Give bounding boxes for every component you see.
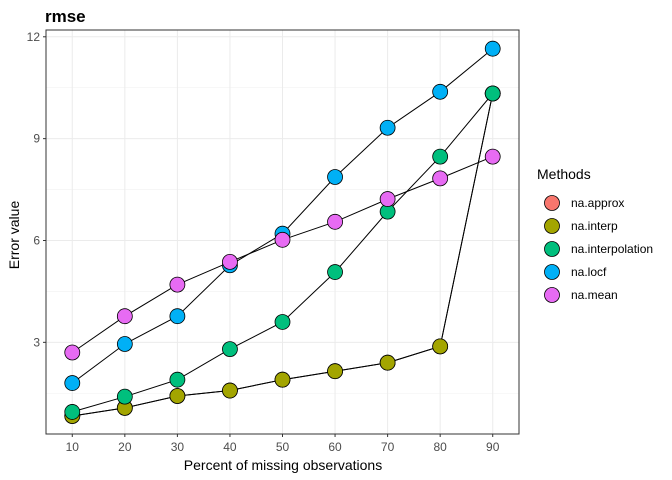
x-tick-label: 90 (486, 440, 500, 454)
data-point-na-locf (327, 169, 343, 185)
x-tick-label: 30 (171, 440, 185, 454)
y-tick-label: 9 (33, 132, 40, 146)
x-tick-label: 50 (276, 440, 290, 454)
data-point-na-locf (169, 308, 186, 325)
data-point-na-interpolation (64, 404, 81, 420)
data-point-na-mean (116, 308, 133, 325)
legend-key-na-interpolation (544, 241, 560, 257)
legend-key-na-interp (544, 218, 560, 234)
legend-title: Methods (537, 166, 591, 182)
data-point-na-mean (484, 148, 501, 165)
data-point-na-interp (379, 354, 396, 371)
legend: Methods na.approx na.interp na.interpolati… (537, 166, 653, 303)
series-layer (45, 29, 520, 435)
data-point-na-locf (116, 336, 133, 352)
legend-key-na-locf (544, 264, 560, 280)
x-axis: 10 20 30 40 50 60 70 80 90 (66, 434, 500, 454)
x-axis-title: Percent of missing observations (184, 457, 382, 473)
x-tick-label: 40 (223, 440, 237, 454)
x-tick-label: 60 (328, 440, 342, 454)
legend-key-na-mean (544, 287, 560, 303)
data-point-na-mean (432, 170, 449, 187)
legend-label: na.approx (571, 196, 624, 210)
x-tick-label: 10 (66, 440, 80, 454)
y-axis-title: Error value (6, 201, 22, 270)
x-tick-label: 20 (118, 440, 132, 454)
y-tick-label: 12 (27, 30, 41, 44)
data-point-na-locf (379, 119, 396, 136)
data-point-na-interp (222, 382, 238, 399)
legend-label: na.interpolation (571, 242, 653, 256)
legend-label: na.locf (571, 265, 607, 279)
data-point-na-interp (274, 371, 291, 388)
data-point-na-locf (64, 375, 81, 391)
data-point-na-locf (484, 40, 501, 57)
data-point-na-interpolation (222, 341, 238, 358)
data-point-na-mean (327, 213, 343, 230)
data-point-na-interpolation (169, 371, 186, 388)
legend-label: na.interp (571, 219, 618, 233)
data-point-na-interpolation (432, 148, 449, 165)
data-point-na-interp (169, 388, 186, 404)
x-tick-label: 80 (433, 440, 447, 454)
data-point-na-mean (379, 191, 396, 207)
data-point-na-interp (432, 338, 449, 355)
legend-key-na-approx (544, 195, 560, 211)
legend-label: na.mean (571, 288, 618, 302)
data-point-na-interpolation (327, 264, 343, 280)
panel-border (45, 29, 520, 435)
data-point-na-interpolation (116, 388, 133, 405)
x-tick-label: 70 (381, 440, 395, 454)
y-axis: 3 6 9 12 (27, 30, 46, 349)
y-tick-label: 6 (33, 233, 40, 247)
data-point-na-mean (222, 253, 238, 270)
data-point-na-mean (169, 276, 186, 293)
data-point-na-interpolation (484, 85, 501, 102)
data-point-na-locf (432, 83, 449, 100)
data-point-na-interpolation (274, 314, 291, 330)
data-point-na-interp (327, 363, 343, 380)
y-tick-label: 3 (33, 335, 40, 349)
data-point-na-mean (274, 231, 291, 248)
data-point-na-mean (64, 344, 81, 361)
chart-title: rmse (45, 7, 86, 26)
